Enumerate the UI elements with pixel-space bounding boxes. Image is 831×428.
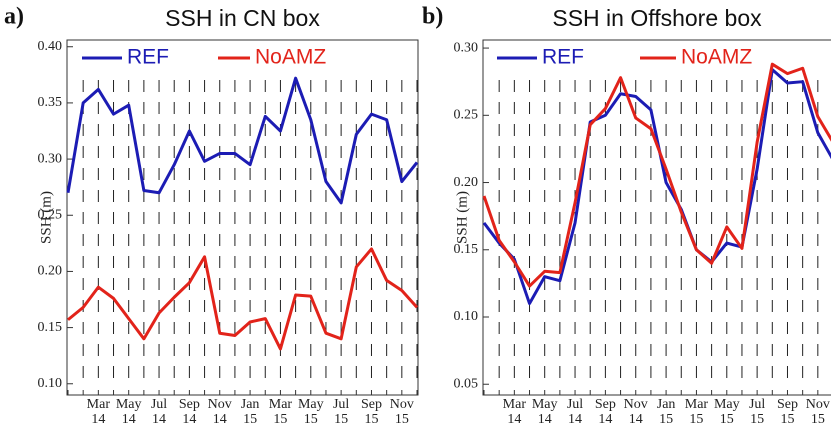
y-tick-label: 0.35 [38, 95, 63, 110]
y-tick-label: 0.15 [454, 242, 479, 257]
y-tick-label: 0.20 [454, 175, 479, 190]
x-tick-label: Sep 14 [179, 397, 200, 427]
x-tick-label: Jan 15 [241, 397, 260, 427]
data-line [482, 68, 831, 306]
x-tick-label: Nov 15 [390, 397, 414, 427]
y-axis-label: SSH (m) [38, 191, 54, 244]
x-tick-label: Mar 15 [685, 397, 709, 427]
x-tick-label: May 14 [116, 397, 142, 427]
x-tick-label: May 15 [298, 397, 324, 427]
x-tick-label: Jul 15 [333, 397, 349, 427]
legend-label: REF [127, 46, 169, 69]
chart-title: SSH in CN box [165, 5, 320, 31]
y-tick-label: 0.30 [454, 40, 479, 55]
x-tick-label: Mar 15 [269, 397, 293, 427]
x-tick-label: Nov 14 [624, 397, 648, 427]
x-tick-label: Nov 15 [806, 397, 830, 427]
y-tick-label: 0.10 [38, 376, 63, 391]
x-tick-label: Jan 15 [657, 397, 676, 427]
data-line [482, 62, 831, 288]
x-tick-label: Nov 14 [208, 397, 232, 427]
x-tick-label: Jul 15 [749, 397, 765, 427]
x-tick-label: Sep 14 [595, 397, 616, 427]
x-tick-label: Sep 15 [361, 397, 382, 427]
y-tick-label: 0.25 [454, 108, 479, 123]
legend-label: NoAMZ [255, 46, 326, 69]
x-tick-label: Jul 14 [567, 397, 583, 427]
x-tick-label: Mar 14 [503, 397, 527, 427]
plot-frame [482, 39, 831, 396]
plot-frame [66, 39, 419, 396]
data-line [67, 247, 419, 351]
y-tick-label: 0.10 [454, 309, 479, 324]
legend-label: NoAMZ [681, 46, 752, 69]
x-tick-label: May 14 [532, 397, 558, 427]
chart-title: SSH in Offshore box [552, 5, 762, 31]
legend-label: REF [542, 46, 584, 69]
y-axis-label: SSH (m) [454, 191, 470, 244]
y-tick-label: 0.40 [38, 39, 63, 54]
x-tick-label: May 15 [714, 397, 740, 427]
y-tick-label: 0.20 [38, 264, 63, 279]
x-tick-label: Sep 15 [777, 397, 798, 427]
panel-label: a) [4, 4, 24, 30]
panel-label: b) [422, 4, 443, 30]
x-tick-label: Jul 14 [151, 397, 167, 427]
x-tick-label: Mar 14 [87, 397, 111, 427]
data-line [66, 76, 419, 205]
y-tick-label: 0.05 [454, 376, 479, 391]
y-tick-label: 0.25 [38, 207, 63, 222]
y-tick-label: 0.30 [38, 151, 63, 166]
y-tick-label: 0.15 [38, 320, 63, 335]
